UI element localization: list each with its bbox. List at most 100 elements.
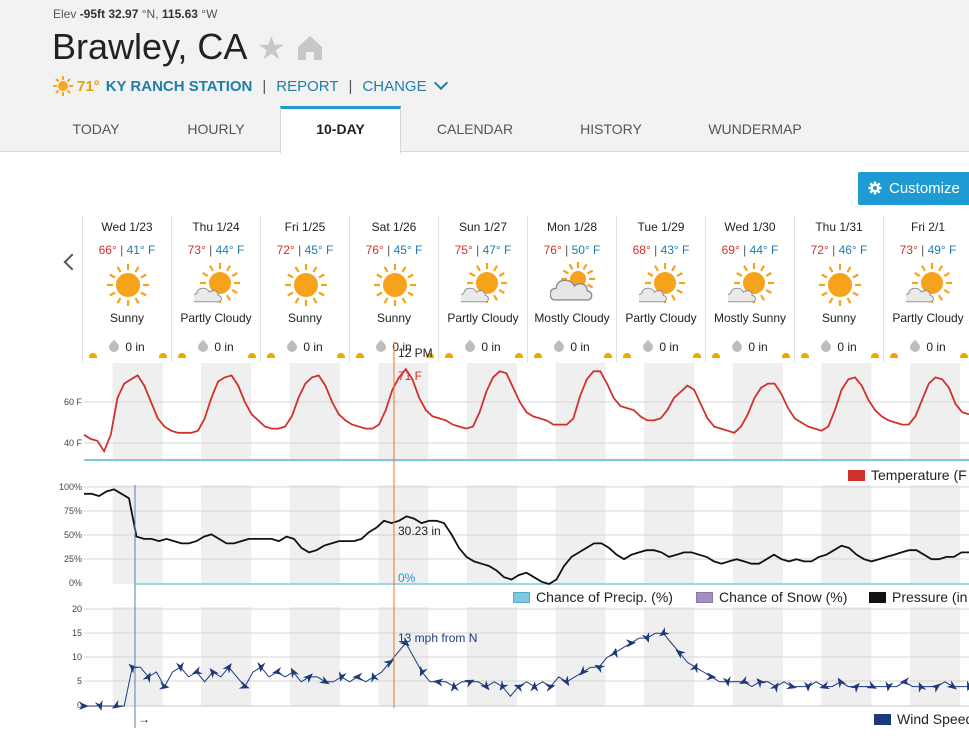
chevron-left-icon[interactable] — [63, 253, 81, 271]
pct-axis-tick: 0% — [68, 578, 82, 588]
day-column[interactable]: Thu 1/24 73° | 44° F Partly Cloudy 0 in — [171, 216, 260, 362]
cursor-wind: 13 mph from N — [398, 631, 478, 645]
wind-arrow — [111, 699, 123, 709]
wind-arrow — [419, 665, 428, 677]
tab-history[interactable]: HISTORY — [580, 121, 642, 137]
low-temp: 47° F — [482, 243, 512, 257]
night-band — [112, 363, 163, 462]
night-band — [201, 485, 252, 584]
gear-icon — [868, 181, 882, 195]
raindrop-icon — [552, 339, 567, 355]
chart-panel — [84, 485, 969, 584]
wind-arrow — [302, 673, 313, 684]
wind-arrow — [819, 681, 831, 690]
current-temp: 71° — [77, 77, 100, 95]
wind-arrow — [94, 700, 103, 711]
tab-calendar[interactable]: CALENDAR — [436, 121, 514, 137]
tab-wundermap[interactable]: WUNDERMAP — [708, 121, 802, 137]
wind-arrow — [769, 682, 779, 693]
day-condition: Partly Cloudy — [892, 311, 964, 325]
wind-arrow — [850, 682, 860, 693]
wind-arrow — [918, 681, 927, 693]
night-band — [201, 363, 252, 462]
wind-arrow — [319, 675, 330, 685]
wind-arrow — [885, 680, 894, 692]
precip-amount: 0 in — [481, 340, 501, 354]
day-column[interactable]: Fri 2/1 73° | 49° F Partly Cloudy 0 in — [883, 216, 969, 362]
partly-cloudy-icon — [906, 263, 952, 303]
precip-amount: 0 in — [837, 340, 857, 354]
wind-arrow — [722, 676, 731, 687]
chevron-down-icon[interactable] — [433, 75, 448, 91]
day-date: Sun 1/27 — [458, 220, 508, 234]
partly-cloudy-icon — [639, 263, 685, 303]
raindrop-icon — [374, 339, 389, 355]
legend-wind[interactable]: Wind Speed — [874, 711, 969, 727]
day-column[interactable]: Wed 1/30 69° | 44° F Mostly Sunny 0 in — [705, 216, 794, 362]
day-precip: 0 in — [617, 339, 705, 355]
wind-arrow — [257, 661, 266, 673]
wind-arrow — [689, 662, 698, 674]
wind-arrow — [594, 664, 606, 674]
wind-arrow — [930, 683, 941, 693]
tab-10-day[interactable]: 10-DAY — [280, 106, 401, 153]
temperature-line — [83, 367, 969, 454]
day-column[interactable]: Thu 1/31 72° | 46° F Sunny 0 in — [794, 216, 883, 362]
wind-arrow — [433, 678, 444, 687]
star-icon[interactable]: ★ — [257, 30, 286, 66]
wind-arrow — [383, 659, 394, 669]
tab-hourly[interactable]: HOURLY — [187, 121, 245, 137]
high-temp: 72° — [276, 243, 295, 257]
day-column[interactable]: Sun 1/27 75° | 47° F Partly Cloudy 0 in — [438, 216, 527, 362]
day-precip: 0 in — [172, 339, 260, 355]
divider: | — [832, 243, 836, 257]
night-band — [555, 607, 606, 706]
cursor-pressure: 30.23 in — [398, 524, 441, 538]
station-row: 71° KY RANCH STATION | REPORT | CHANGE — [53, 75, 448, 96]
station-name-link[interactable]: KY RANCH STATION — [105, 77, 253, 95]
legend-precip[interactable]: Chance of Precip. (%) — [513, 589, 673, 605]
wind-axis-tick: 10 — [71, 652, 82, 662]
legend-temperature[interactable]: Temperature (F — [848, 467, 967, 483]
raindrop-icon — [463, 339, 478, 355]
day-column[interactable]: Tue 1/29 68° | 43° F Partly Cloudy 0 in — [616, 216, 705, 362]
low-temp: 43° F — [660, 243, 690, 257]
day-column[interactable]: Mon 1/28 76° | 50° F Mostly Cloudy 0 in — [527, 216, 616, 362]
wind-arrow — [272, 667, 283, 675]
day-temps: 72° | 46° F — [795, 243, 883, 257]
customize-button[interactable]: Customize — [858, 172, 969, 205]
night-band — [910, 485, 960, 584]
sunny-icon — [285, 264, 327, 306]
report-link[interactable]: REPORT — [276, 77, 339, 95]
change-link[interactable]: CHANGE — [362, 77, 427, 95]
legend-label: Chance of Precip. (%) — [536, 589, 673, 605]
wind-arrow — [756, 678, 767, 689]
high-temp: 66° — [98, 243, 117, 257]
day-column[interactable]: Wed 1/23 66° | 41° F Sunny 0 in — [82, 216, 171, 362]
night-band — [644, 363, 695, 462]
day-column[interactable]: Fri 1/25 72° | 45° F Sunny 0 in — [260, 216, 349, 362]
night-band — [821, 363, 872, 462]
high-temp: 76° — [365, 243, 384, 257]
divider: | — [209, 243, 213, 257]
day-temps: 76° | 45° F — [350, 243, 438, 257]
sunrise-icon — [801, 353, 809, 358]
precip-amount: 0 in — [926, 340, 946, 354]
wind-arrow — [899, 677, 910, 686]
legend-label: Chance of Snow (%) — [719, 589, 848, 605]
night-band — [467, 485, 517, 584]
day-condition: Partly Cloudy — [625, 311, 697, 325]
night-band — [821, 485, 872, 584]
night-band — [289, 485, 340, 584]
day-column[interactable]: Sat 1/26 76° | 45° F Sunny 0 in — [349, 216, 438, 362]
cursor-precip: 0% — [398, 571, 416, 585]
tab-today[interactable]: TODAY — [72, 121, 120, 137]
legend-swatch — [513, 591, 530, 603]
legend-snow[interactable]: Chance of Snow (%) — [696, 589, 847, 605]
legend-pressure[interactable]: Pressure (in — [869, 589, 967, 605]
home-icon[interactable] — [296, 34, 324, 62]
sunrise-icon — [534, 353, 542, 358]
wind-arrow — [641, 632, 650, 643]
wind-arrow — [837, 677, 847, 689]
wind-arrow — [804, 681, 813, 692]
